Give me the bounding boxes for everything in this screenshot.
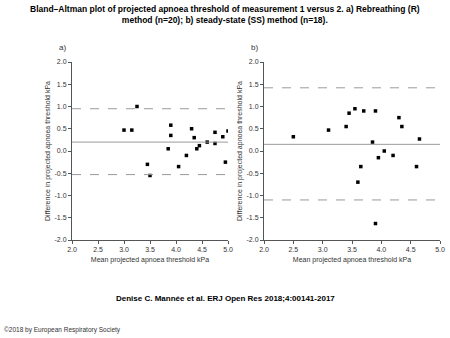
svg-text:2.0: 2.0 bbox=[57, 58, 67, 65]
svg-text:a): a) bbox=[59, 43, 66, 52]
svg-text:Denise C. Mannée et al. ERJ Op: Denise C. Mannée et al. ERJ Open Res 201… bbox=[116, 294, 335, 303]
svg-text:-2.0: -2.0 bbox=[247, 236, 259, 243]
svg-text:5.0: 5.0 bbox=[435, 246, 445, 253]
svg-text:-2.0: -2.0 bbox=[55, 236, 67, 243]
svg-text:b): b) bbox=[251, 43, 258, 52]
svg-text:-1.5: -1.5 bbox=[247, 214, 259, 221]
svg-text:3.0: 3.0 bbox=[119, 246, 129, 253]
svg-text:Difference in projected apnoea: Difference in projected apnoea threshold… bbox=[44, 81, 52, 221]
svg-text:-1.5: -1.5 bbox=[55, 214, 67, 221]
svg-text:Difference in projected apnoea: Difference in projected apnoea threshold… bbox=[236, 81, 244, 221]
svg-text:4.5: 4.5 bbox=[197, 246, 207, 253]
svg-text:5.0: 5.0 bbox=[223, 246, 233, 253]
svg-text:3.5: 3.5 bbox=[347, 246, 357, 253]
svg-text:2.0: 2.0 bbox=[249, 58, 259, 65]
svg-text:4.0: 4.0 bbox=[171, 246, 181, 253]
svg-text:1.5: 1.5 bbox=[249, 81, 259, 88]
svg-text:Mean projected apnoea threshol: Mean projected apnoea threshold kPa bbox=[91, 256, 209, 264]
svg-text:3.0: 3.0 bbox=[318, 246, 328, 253]
svg-text:2.0: 2.0 bbox=[67, 246, 77, 253]
svg-text:3.5: 3.5 bbox=[145, 246, 155, 253]
svg-text:4.5: 4.5 bbox=[406, 246, 416, 253]
svg-text:4.0: 4.0 bbox=[376, 246, 386, 253]
svg-text:0.0: 0.0 bbox=[249, 147, 259, 154]
svg-text:1.0: 1.0 bbox=[57, 103, 67, 110]
svg-text:©2018 by European Respiratory: ©2018 by European Respiratory Society bbox=[4, 326, 121, 334]
svg-text:1.0: 1.0 bbox=[249, 103, 259, 110]
svg-text:2.5: 2.5 bbox=[93, 246, 103, 253]
svg-text:2.0: 2.0 bbox=[259, 246, 269, 253]
svg-text:-1.0: -1.0 bbox=[55, 192, 67, 199]
svg-text:-0.5: -0.5 bbox=[247, 170, 259, 177]
svg-text:0.5: 0.5 bbox=[57, 125, 67, 132]
svg-text:Mean projected apnoea threshol: Mean projected apnoea threshold kPa bbox=[293, 256, 411, 264]
svg-text:Bland–Altman plot of projected: Bland–Altman plot of projected apnoea th… bbox=[30, 4, 420, 25]
svg-text:-1.0: -1.0 bbox=[247, 192, 259, 199]
svg-text:0.5: 0.5 bbox=[249, 125, 259, 132]
svg-text:0.0: 0.0 bbox=[57, 147, 67, 154]
svg-text:2.5: 2.5 bbox=[288, 246, 298, 253]
svg-text:1.5: 1.5 bbox=[57, 81, 67, 88]
svg-text:-0.5: -0.5 bbox=[55, 170, 67, 177]
